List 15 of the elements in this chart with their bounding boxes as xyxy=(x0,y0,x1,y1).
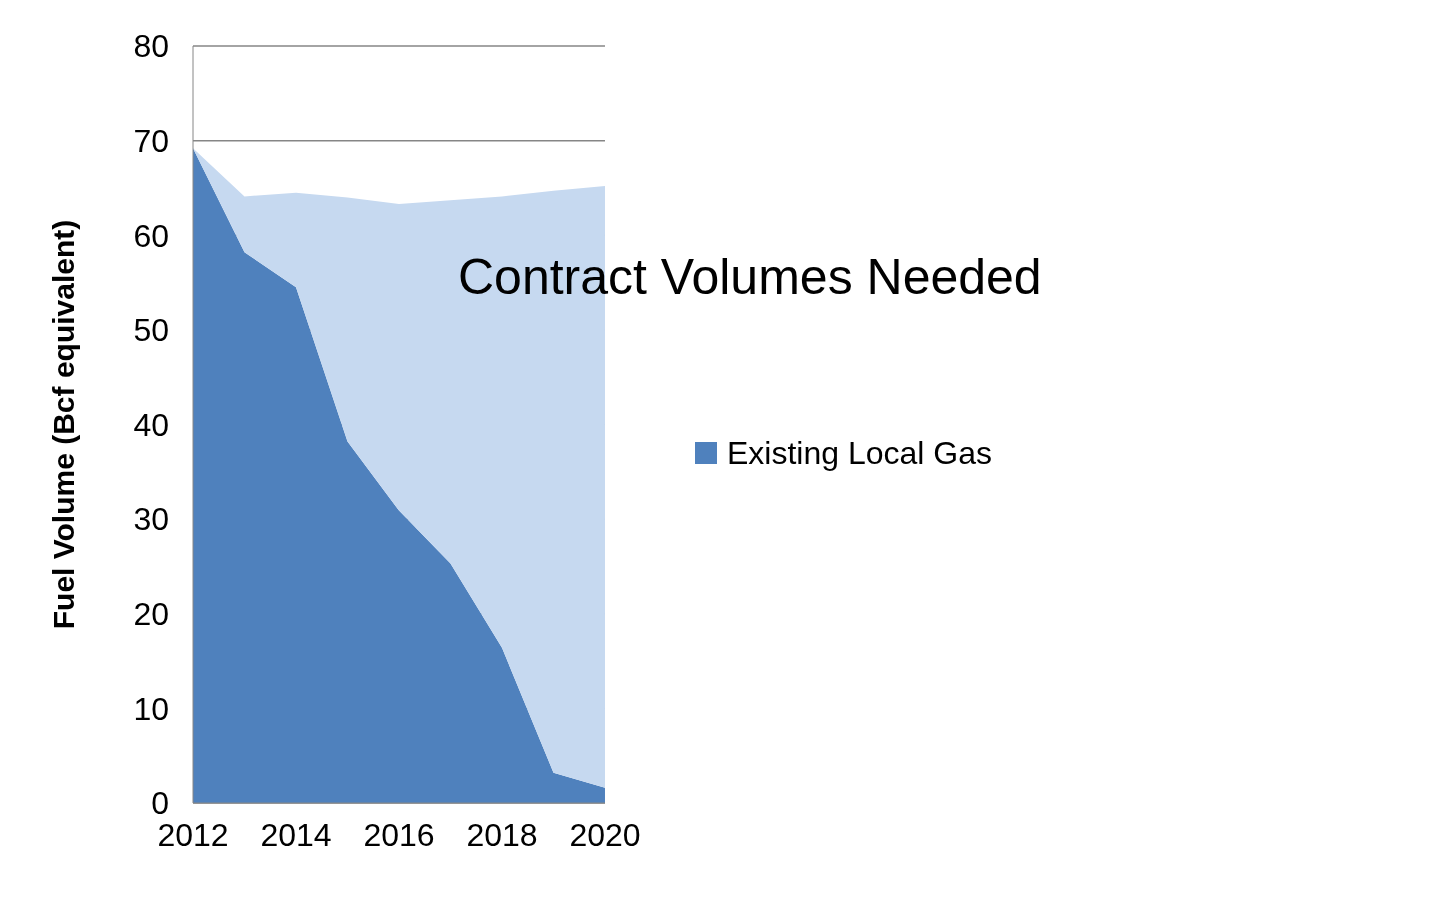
annotation: Contract Volumes Needed xyxy=(458,248,1042,306)
y-tick-label: 10 xyxy=(133,690,169,727)
y-tick-label: 70 xyxy=(133,122,169,159)
y-axis-title: Fuel Volume (Bcf equivalent) xyxy=(46,219,80,630)
x-tick-label: 2018 xyxy=(466,816,538,853)
y-tick-label: 60 xyxy=(133,217,169,254)
y-tick-label: 50 xyxy=(133,312,169,349)
y-tick-label: 30 xyxy=(133,501,169,538)
x-tick-label: 2020 xyxy=(569,816,641,853)
y-tick-label: 40 xyxy=(133,406,169,443)
legend-label: Existing Local Gas xyxy=(726,434,992,472)
x-tick-label: 2016 xyxy=(363,816,435,853)
x-tick-label: 2014 xyxy=(260,816,332,853)
y-tick-label: 80 xyxy=(133,28,169,65)
y-tick-label: 20 xyxy=(133,596,169,633)
